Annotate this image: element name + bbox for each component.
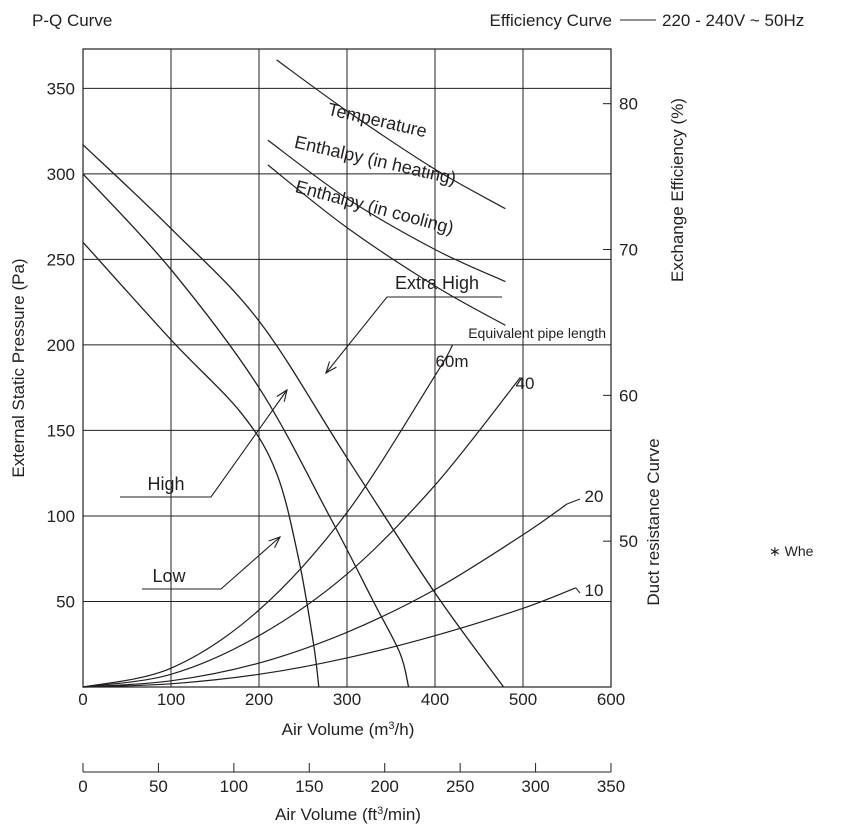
arrowhead-low [268, 536, 282, 548]
axis-ticks: 0 100 200 300 400 500 600501001502002503003505… [47, 79, 638, 796]
xlabel-main-unit: /h) [395, 720, 415, 739]
y2-tick-label: 50 [619, 532, 638, 551]
pq-curve-high [82, 173, 410, 688]
xlabel-sec-unit: /min) [383, 805, 421, 824]
speed-label-high: High [147, 474, 184, 494]
x-axis-label-ft3min: Air Volume (ft3/min) [275, 805, 421, 824]
ft-tick-label: 250 [446, 777, 474, 796]
x-tick-label: 200 [245, 690, 273, 709]
duct-leader-20 [566, 498, 581, 505]
efficiency-label-enthalpy-in-heating: Enthalpy (in heating) [293, 132, 458, 189]
ft-tick-label: 350 [597, 777, 625, 796]
leader-extra-high [325, 296, 502, 374]
y2-tick-label: 80 [619, 95, 638, 114]
duct-resistance-label: Duct resistance Curve [644, 438, 663, 605]
efficiency-label-temperature: Temperature [326, 99, 429, 141]
x-tick-label: 300 [333, 690, 361, 709]
leader-high [120, 389, 288, 498]
arrowhead-high [276, 388, 288, 402]
efficiency-curve-temperature [276, 59, 506, 210]
y-tick-label: 300 [47, 165, 75, 184]
duct-curve-60m [82, 344, 454, 688]
ft-tick-label: 200 [371, 777, 399, 796]
y2-tick-label: 60 [619, 386, 638, 405]
duct-leader-10 [575, 587, 581, 594]
ft-tick-label: 150 [295, 777, 323, 796]
x-tick-label: 400 [421, 690, 449, 709]
power-spec: 220 - 240V ~ 50Hz [662, 11, 804, 30]
duct-curve-40 [82, 377, 521, 688]
duct-label-20: 20 [585, 487, 604, 506]
side-note: ∗ Whe [769, 543, 814, 559]
efficiency-curve-enthalpy-in-cooling [267, 164, 506, 326]
ft-tick-label: 300 [521, 777, 549, 796]
x-tick-label: 100 [157, 690, 185, 709]
efficiency-curve-label: Efficiency Curve [489, 11, 612, 30]
y-tick-label: 100 [47, 507, 75, 526]
speed-label-low: Low [152, 566, 186, 586]
chart-grid [82, 48, 612, 688]
ft-tick-label: 0 [78, 777, 87, 796]
y-axis-label-right: Exchange Efficiency (%) [668, 98, 687, 282]
speed-label-extra-high: Extra High [395, 273, 479, 293]
efficiency-label-enthalpy-in-cooling: Enthalpy (in cooling) [293, 176, 456, 238]
pq-curve-title: P-Q Curve [32, 11, 112, 30]
equivalent-pipe-length-label: Equivalent pipe length [468, 325, 606, 341]
y-tick-label: 200 [47, 336, 75, 355]
duct-label-40: 40 [516, 374, 535, 393]
duct-label-10: 10 [585, 581, 604, 600]
xlabel-main-superscript: 3 [388, 720, 394, 732]
x-tick-label: 0 [78, 690, 87, 709]
ft-tick-label: 100 [220, 777, 248, 796]
chart-curves [82, 59, 577, 688]
duct-label-60m: 60m [435, 352, 468, 371]
y-tick-label: 350 [47, 79, 75, 98]
xlabel-main-text: Air Volume (m [282, 720, 389, 739]
x-tick-label: 500 [509, 690, 537, 709]
leader-low [142, 536, 281, 590]
y-axis-label-left: External Static Pressure (Pa) [9, 258, 28, 477]
pq-curve-low [82, 241, 320, 688]
x-axis-label-m3h: Air Volume (m3/h) [282, 720, 415, 739]
y2-tick-label: 70 [619, 241, 638, 260]
x-tick-label: 600 [597, 690, 625, 709]
xlabel-sec-superscript: 3 [377, 805, 383, 817]
duct-curve-20 [82, 503, 568, 688]
y-tick-label: 50 [56, 592, 75, 611]
xlabel-sec-text: Air Volume (ft [275, 805, 377, 824]
arrowhead-extra-high [325, 361, 337, 375]
pq-curve-extra-high [82, 144, 505, 688]
efficiency-curve-enthalpy-in-heating [267, 139, 506, 283]
y-tick-label: 150 [47, 421, 75, 440]
y-tick-label: 250 [47, 250, 75, 269]
duct-curve-10 [82, 587, 577, 688]
ft-tick-label: 50 [149, 777, 168, 796]
